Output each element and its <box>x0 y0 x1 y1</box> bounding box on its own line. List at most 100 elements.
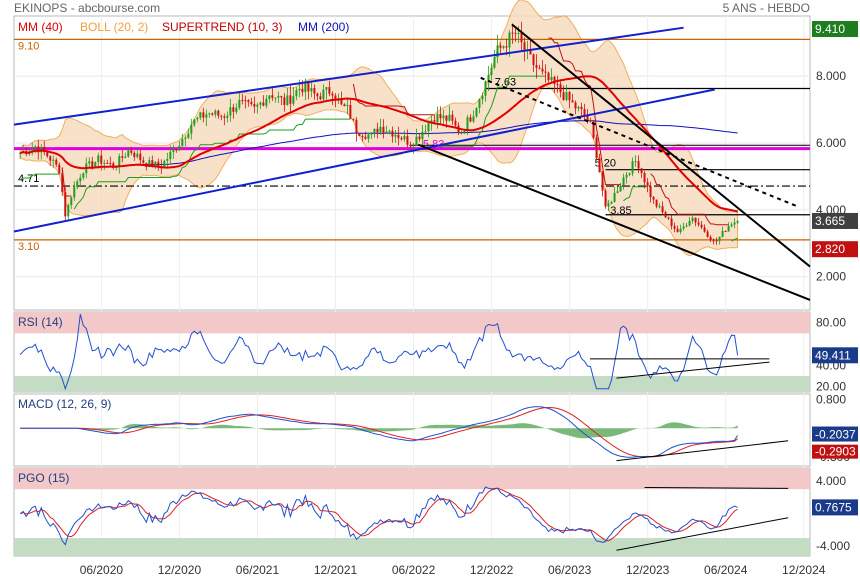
x-tick-label: 06/2022 <box>392 563 436 577</box>
supertrend-segment <box>61 167 72 197</box>
x-tick-label: 12/2021 <box>314 563 358 577</box>
candle-body <box>103 162 106 164</box>
supertrend-segment <box>352 83 435 116</box>
candle-body <box>400 138 403 140</box>
macd-signal-badge-label: -0.2903 <box>815 445 856 459</box>
candle-body <box>37 146 40 153</box>
candle-body <box>703 227 706 232</box>
candle-body <box>553 76 556 85</box>
candle-body <box>181 138 184 146</box>
candle-body <box>127 150 130 157</box>
candle-body <box>271 95 274 98</box>
candle-body <box>568 92 571 101</box>
price-badge-label: 3.665 <box>815 214 845 228</box>
pgo-signal-line <box>20 487 738 542</box>
candle-body <box>58 164 61 174</box>
candle-body <box>43 146 46 153</box>
supertrend-segment <box>623 186 648 202</box>
candle-body <box>718 236 721 242</box>
candle-body <box>274 97 277 99</box>
candle-body <box>595 137 598 159</box>
candle-body <box>226 115 229 118</box>
candle-body <box>250 101 253 105</box>
candle-body <box>241 99 244 101</box>
pgo-tick-label: -4.000 <box>816 539 850 553</box>
candle-body <box>100 155 103 164</box>
candle-body <box>280 95 283 98</box>
candle-body <box>343 104 346 107</box>
candle-body <box>505 46 508 48</box>
candle-body <box>469 117 472 122</box>
candle-body <box>712 240 715 242</box>
candle-body <box>31 148 34 152</box>
candle-body <box>154 161 157 167</box>
candle-body <box>34 146 37 149</box>
candle-body <box>157 161 160 167</box>
candle-body <box>355 119 358 134</box>
candle-body <box>616 191 619 193</box>
price-badge-label: 2.820 <box>815 242 845 256</box>
candle-body <box>679 228 682 233</box>
x-tick-label: 06/2024 <box>704 563 748 577</box>
y-tick-label: 8.000 <box>816 69 846 83</box>
candle-body <box>118 156 121 167</box>
legend-mm200: MM (200) <box>298 20 350 34</box>
candle-body <box>61 173 64 193</box>
candle-body <box>532 54 535 65</box>
candle-body <box>256 104 259 107</box>
candle-body <box>481 95 484 100</box>
candle-body <box>334 95 337 101</box>
candle-body <box>418 136 421 140</box>
candle-body <box>325 87 328 90</box>
candle-body <box>556 84 559 86</box>
candle-body <box>613 192 616 202</box>
candle-body <box>478 99 481 108</box>
candle-body <box>244 100 247 102</box>
candle-body <box>427 123 430 132</box>
candle-body <box>178 145 181 151</box>
supertrend-segment <box>73 118 351 210</box>
y-tick-label: 6.000 <box>816 136 846 150</box>
x-tick-label: 06/2021 <box>236 563 280 577</box>
candle-body <box>460 132 463 134</box>
candle-body <box>313 88 316 94</box>
candle-body <box>109 163 112 165</box>
candle-body <box>388 130 391 132</box>
support-trendline <box>417 143 811 301</box>
supertrend-segment <box>19 173 60 181</box>
candle-body <box>499 45 502 48</box>
candle-body <box>607 203 610 207</box>
candle-body <box>310 88 313 92</box>
candle-body <box>229 107 232 116</box>
channel-upper-line <box>13 26 684 126</box>
candle-body <box>646 182 649 187</box>
candle-body <box>70 197 73 205</box>
candle-body <box>475 107 478 117</box>
candle-body <box>658 206 661 208</box>
candle-body <box>301 88 304 93</box>
candle-body <box>598 158 601 173</box>
candle-body <box>19 153 22 155</box>
candle-body <box>76 181 79 188</box>
candle-body <box>235 107 238 112</box>
x-tick-label: 12/2020 <box>158 563 202 577</box>
candle-body <box>667 217 670 219</box>
candle-body <box>412 145 415 147</box>
panel-frame-price <box>13 15 811 311</box>
candle-body <box>535 64 538 68</box>
candle-body <box>208 113 211 115</box>
candle-body <box>247 100 250 102</box>
candle-body <box>49 156 52 161</box>
candle-body <box>472 116 475 122</box>
candle-body <box>409 144 412 147</box>
candle-body <box>214 110 217 115</box>
candle-body <box>709 236 712 241</box>
candle-body <box>328 87 331 94</box>
rsi-tick-label: 80.00 <box>816 316 846 330</box>
candle-body <box>151 160 154 167</box>
candle-body <box>391 130 394 137</box>
candle-body <box>661 206 664 213</box>
candle-body <box>358 133 361 137</box>
candle-body <box>604 190 607 207</box>
